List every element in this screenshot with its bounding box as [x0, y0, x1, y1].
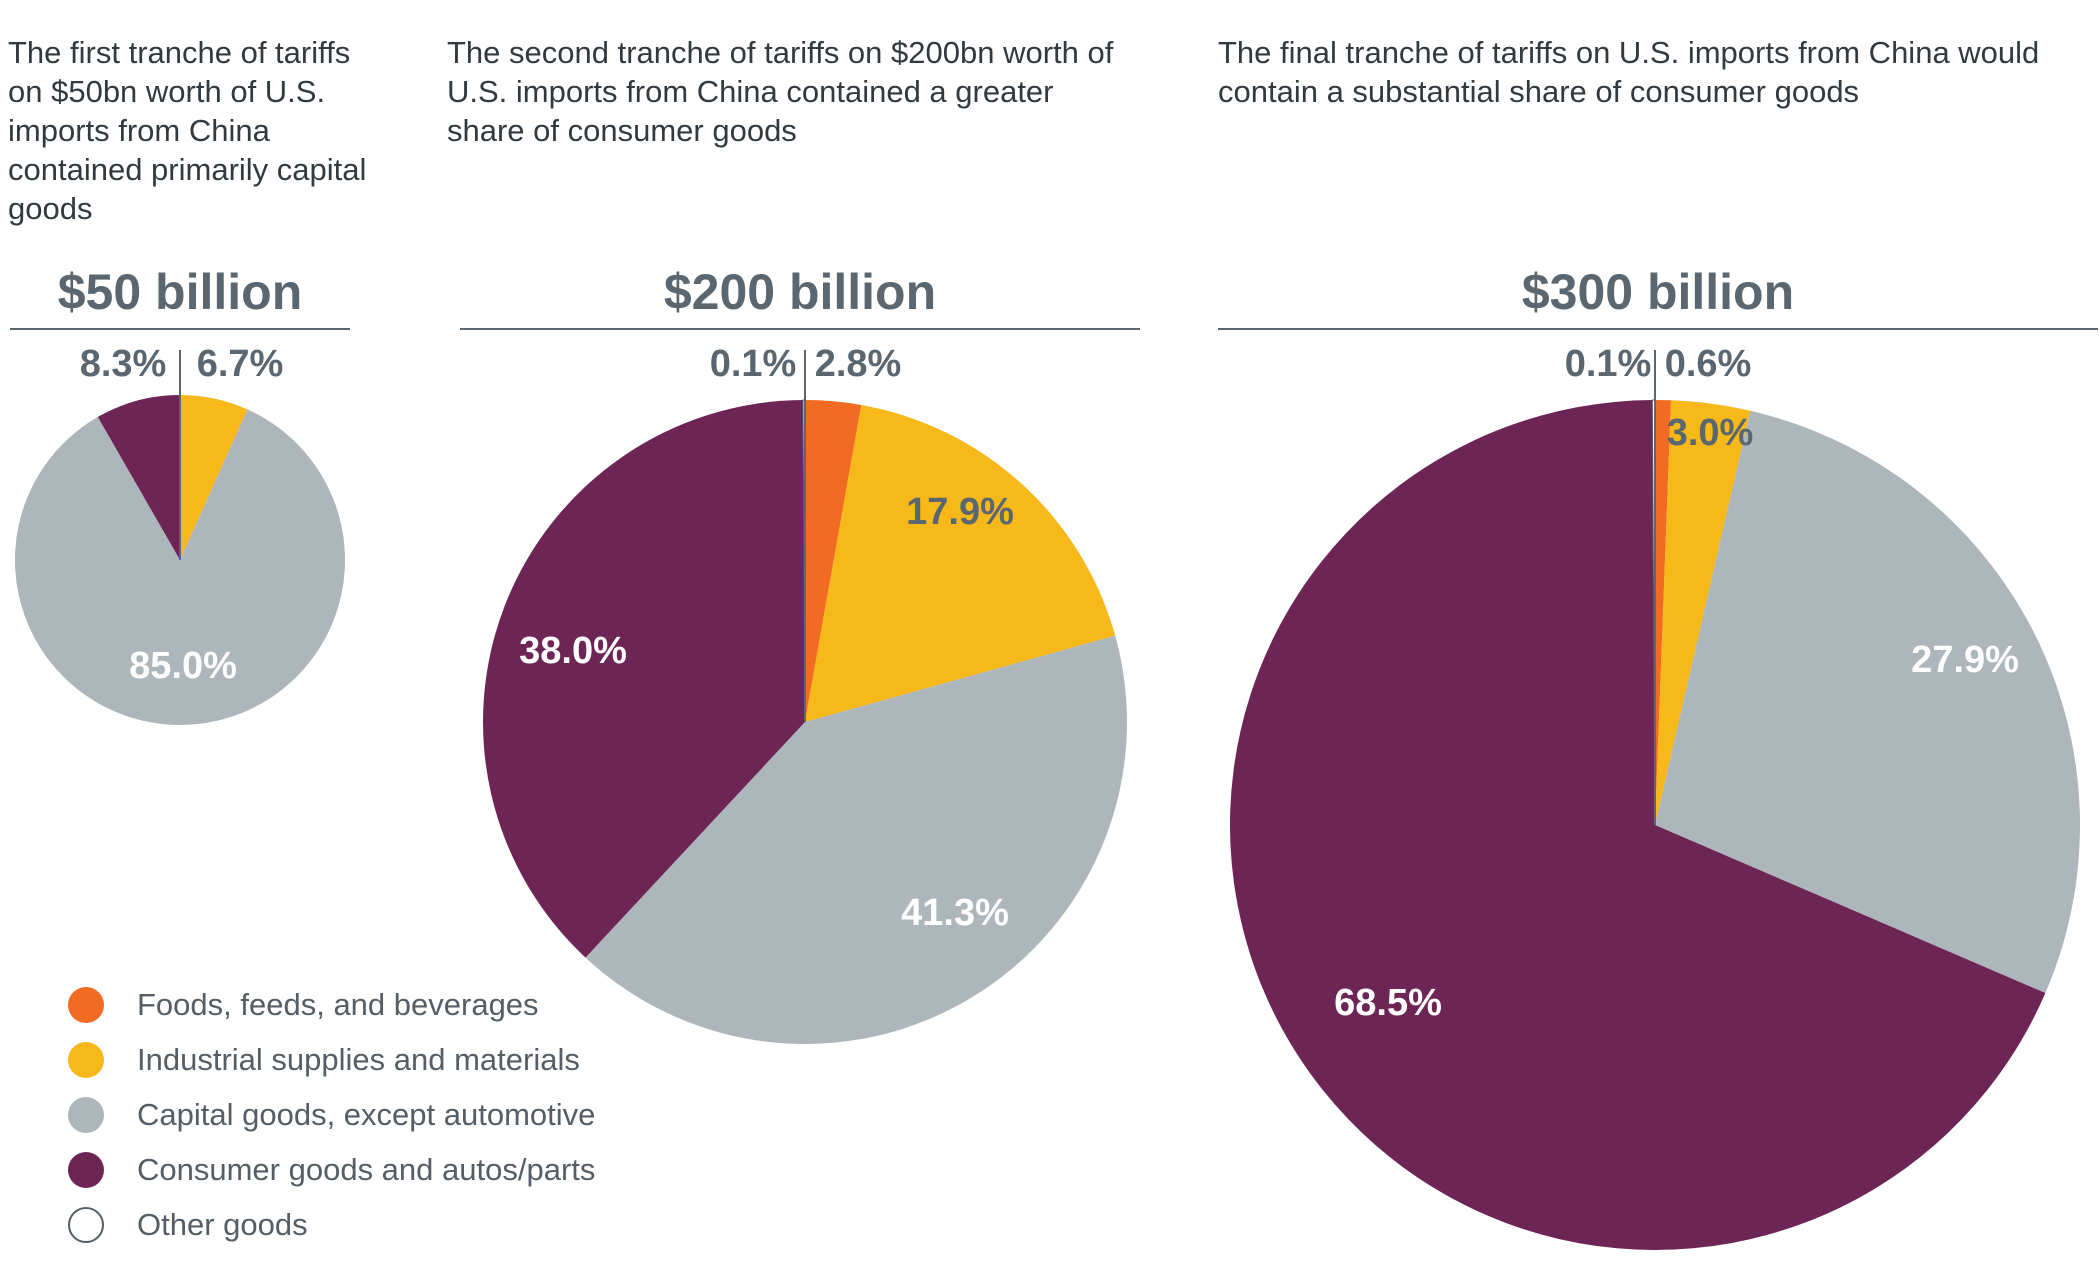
pie-title-300-billion: $300 billion: [1218, 262, 2098, 330]
legend-swatch: [68, 1206, 104, 1243]
pie-slice: [1229, 400, 2046, 1250]
slice-value-label: 0.1%: [710, 343, 797, 385]
description-second-tranche: The second tranche of tariffs on $200bn …: [447, 35, 1114, 148]
pie-slice: [97, 395, 180, 560]
description-third-tranche: The final tranche of tariffs on U.S. imp…: [1218, 35, 2040, 109]
slice-value-label: 0.6%: [1665, 343, 1752, 385]
pie-slice: [15, 409, 346, 725]
slice-value-label: 68.5%: [1334, 982, 1442, 1024]
legend-item: Industrial supplies and materials: [68, 1032, 595, 1087]
pie-slice: [1655, 400, 1751, 825]
slice-value-label: 85.0%: [129, 645, 237, 687]
slice-value-label: 17.9%: [906, 491, 1014, 533]
legend-item: Foods, feeds, and beverages: [68, 977, 595, 1032]
legend-label: Foods, feeds, and beverages: [137, 986, 539, 1022]
slice-value-label: 6.7%: [197, 343, 284, 385]
legend-swatch: [68, 1041, 104, 1078]
legend: Foods, feeds, and beverages Industrial s…: [68, 977, 595, 1252]
slice-value-label: 8.3%: [80, 343, 167, 385]
legend-item: Capital goods, except automotive: [68, 1087, 595, 1142]
legend-item: Other goods: [68, 1197, 595, 1252]
legend-swatch: [68, 1096, 104, 1133]
legend-swatch: [68, 1151, 104, 1188]
pie-slice: [180, 395, 248, 560]
legend-item: Consumer goods and autos/parts: [68, 1142, 595, 1197]
legend-label: Capital goods, except automotive: [137, 1096, 596, 1132]
pie-slice: [1655, 410, 2080, 994]
slice-value-label: 2.8%: [815, 343, 902, 385]
legend-label: Other goods: [137, 1206, 308, 1242]
legend-label: Consumer goods and autos/parts: [137, 1151, 596, 1187]
pie-chart: 2.8% 17.9% 41.3% 38.0% 0.1%: [483, 343, 1128, 1045]
pie-slice: [585, 635, 1128, 1045]
legend-label: Industrial supplies and materials: [137, 1041, 580, 1077]
pie-chart: 0.6% 3.0% 27.9% 68.5% 0.1%: [1229, 343, 2080, 1250]
description-first-tranche: The first tranche of tariffs on $50bn wo…: [8, 35, 367, 226]
slice-value-label: 27.9%: [1911, 639, 2019, 681]
slice-value-label: 41.3%: [901, 892, 1009, 934]
pie-slice: [1655, 400, 1672, 825]
slice-value-label: 38.0%: [519, 630, 627, 672]
pie-slice: [805, 404, 1116, 722]
pie-title-200-billion: $200 billion: [460, 262, 1140, 330]
pie-slice: [483, 400, 805, 958]
pie-chart: 6.7% 85.0% 8.3%: [15, 343, 346, 725]
slice-value-label: 0.1%: [1565, 343, 1652, 385]
legend-swatch: [68, 986, 104, 1023]
pie-title-50-billion: $50 billion: [10, 262, 350, 330]
pie-slice: [805, 400, 862, 722]
slice-value-label: 3.0%: [1667, 412, 1754, 454]
